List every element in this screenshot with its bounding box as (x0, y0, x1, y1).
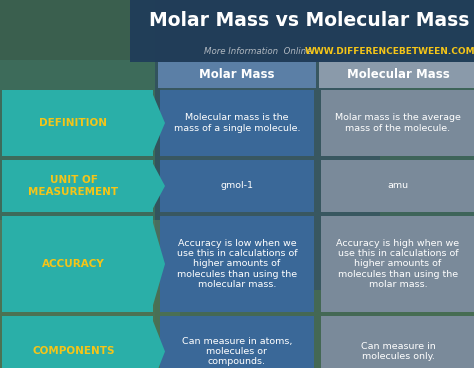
FancyBboxPatch shape (321, 216, 474, 312)
FancyBboxPatch shape (158, 62, 316, 88)
Text: Molar Mass vs Molecular Mass: Molar Mass vs Molecular Mass (149, 11, 469, 31)
Polygon shape (151, 216, 165, 312)
Text: DEFINITION: DEFINITION (39, 118, 108, 128)
Text: amu: amu (387, 181, 409, 191)
FancyBboxPatch shape (160, 90, 314, 156)
FancyBboxPatch shape (380, 0, 474, 368)
FancyBboxPatch shape (160, 160, 314, 212)
FancyBboxPatch shape (321, 160, 474, 212)
Text: Molar mass is the average
mass of the molecule.: Molar mass is the average mass of the mo… (335, 113, 461, 133)
Polygon shape (151, 316, 165, 368)
Text: More Information  Online: More Information Online (204, 47, 312, 57)
FancyBboxPatch shape (2, 90, 153, 156)
FancyBboxPatch shape (2, 216, 153, 312)
FancyBboxPatch shape (0, 0, 474, 60)
Text: Can measure in atoms,
molecules or
compounds.: Can measure in atoms, molecules or compo… (182, 337, 292, 367)
FancyBboxPatch shape (319, 62, 474, 88)
FancyBboxPatch shape (0, 0, 160, 368)
Text: Can measure in
molecules only.: Can measure in molecules only. (361, 342, 436, 361)
FancyBboxPatch shape (2, 160, 153, 212)
Text: Accuracy is low when we
use this in calculations of
higher amounts of
molecules : Accuracy is low when we use this in calc… (177, 239, 297, 289)
FancyBboxPatch shape (160, 216, 314, 312)
Text: Molecular mass is the
mass of a single molecule.: Molecular mass is the mass of a single m… (174, 113, 300, 133)
Polygon shape (151, 90, 165, 156)
Text: WWW.DIFFERENCEBETWEEN.COM: WWW.DIFFERENCEBETWEEN.COM (305, 47, 474, 57)
Text: Molecular Mass: Molecular Mass (346, 68, 449, 81)
Text: UNIT OF
MEASUREMENT: UNIT OF MEASUREMENT (28, 175, 118, 197)
FancyBboxPatch shape (321, 90, 474, 156)
FancyBboxPatch shape (0, 220, 180, 368)
Text: gmol-1: gmol-1 (220, 181, 254, 191)
Text: Accuracy is high when we
use this in calculations of
higher amounts of
molecules: Accuracy is high when we use this in cal… (337, 239, 460, 289)
Text: Molar Mass: Molar Mass (199, 68, 275, 81)
FancyBboxPatch shape (130, 0, 474, 62)
Text: ACCURACY: ACCURACY (42, 259, 105, 269)
FancyBboxPatch shape (2, 316, 153, 368)
FancyBboxPatch shape (160, 316, 314, 368)
FancyBboxPatch shape (155, 0, 474, 368)
Polygon shape (151, 160, 165, 212)
FancyBboxPatch shape (0, 290, 474, 368)
FancyBboxPatch shape (321, 316, 474, 368)
Text: COMPONENTS: COMPONENTS (32, 347, 115, 357)
